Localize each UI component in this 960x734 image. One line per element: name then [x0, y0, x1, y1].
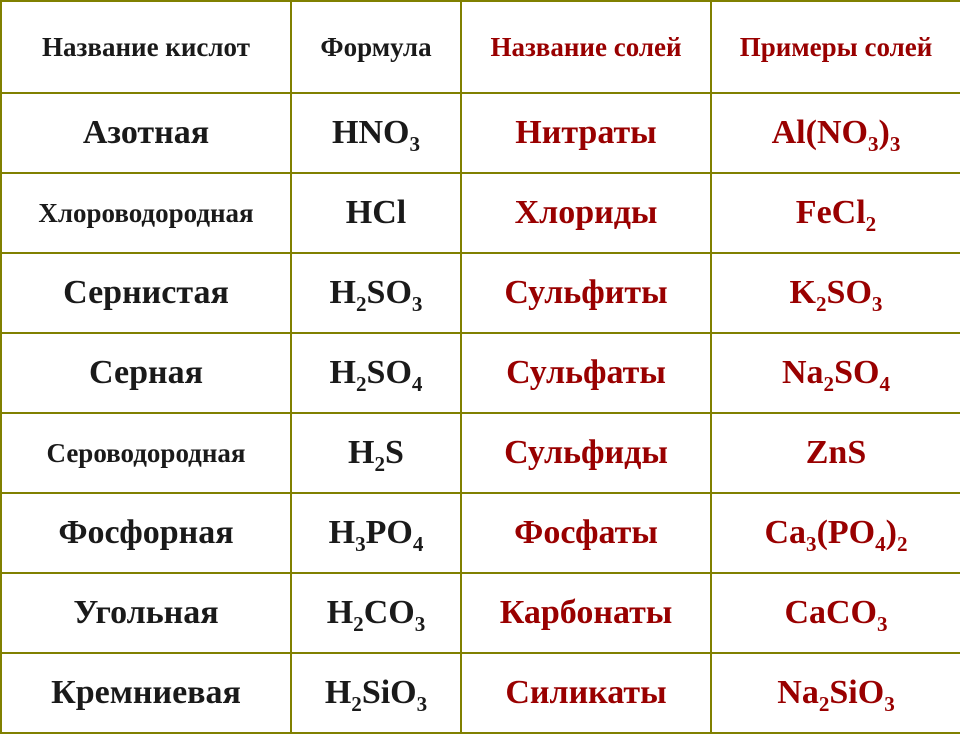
cell-formula: H2CO3: [291, 573, 461, 653]
table-header-row: Название кислот Формула Название солей П…: [1, 1, 960, 93]
cell-salt-name: Сульфиты: [461, 253, 711, 333]
cell-acid-name: Сероводородная: [1, 413, 291, 493]
cell-acid-name: Серная: [1, 333, 291, 413]
cell-salt-example: ZnS: [711, 413, 960, 493]
header-formula: Формула: [291, 1, 461, 93]
cell-salt-name: Карбонаты: [461, 573, 711, 653]
table-row: КремниеваяH2SiO3СиликатыNa2SiO3: [1, 653, 960, 733]
cell-formula: HCl: [291, 173, 461, 253]
table-row: ФосфорнаяH3PO4ФосфатыCa3(PO4)2: [1, 493, 960, 573]
cell-acid-name: Кремниевая: [1, 653, 291, 733]
cell-formula: H3PO4: [291, 493, 461, 573]
table-body: АзотнаяHNO3НитратыAl(NO3)3Хлороводородна…: [1, 93, 960, 733]
cell-acid-name: Угольная: [1, 573, 291, 653]
cell-formula: H2SO4: [291, 333, 461, 413]
cell-salt-example: Ca3(PO4)2: [711, 493, 960, 573]
cell-salt-example: Al(NO3)3: [711, 93, 960, 173]
cell-salt-example: Na2SiO3: [711, 653, 960, 733]
cell-salt-example: K2SO3: [711, 253, 960, 333]
cell-salt-name: Силикаты: [461, 653, 711, 733]
table-row: СернаяH2SO4СульфатыNa2SO4: [1, 333, 960, 413]
header-salt-example: Примеры солей: [711, 1, 960, 93]
cell-salt-example: FeCl2: [711, 173, 960, 253]
cell-salt-example: Na2SO4: [711, 333, 960, 413]
cell-acid-name: Хлороводородная: [1, 173, 291, 253]
cell-acid-name: Азотная: [1, 93, 291, 173]
cell-salt-name: Хлориды: [461, 173, 711, 253]
cell-acid-name: Фосфорная: [1, 493, 291, 573]
cell-salt-name: Нитраты: [461, 93, 711, 173]
cell-salt-name: Сульфиды: [461, 413, 711, 493]
cell-formula: H2SiO3: [291, 653, 461, 733]
table-row: УгольнаяH2CO3КарбонатыCaCO3: [1, 573, 960, 653]
cell-formula: HNO3: [291, 93, 461, 173]
header-salt-name: Название солей: [461, 1, 711, 93]
cell-salt-name: Сульфаты: [461, 333, 711, 413]
cell-formula: H2S: [291, 413, 461, 493]
table-row: СернистаяH2SO3СульфитыK2SO3: [1, 253, 960, 333]
table-row: СероводороднаяH2SСульфидыZnS: [1, 413, 960, 493]
cell-acid-name: Сернистая: [1, 253, 291, 333]
header-acid-name: Название кислот: [1, 1, 291, 93]
table-row: ХлороводороднаяHClХлоридыFeCl2: [1, 173, 960, 253]
acids-salts-table: Название кислот Формула Название солей П…: [0, 0, 960, 734]
cell-formula: H2SO3: [291, 253, 461, 333]
cell-salt-example: CaCO3: [711, 573, 960, 653]
table-row: АзотнаяHNO3НитратыAl(NO3)3: [1, 93, 960, 173]
cell-salt-name: Фосфаты: [461, 493, 711, 573]
